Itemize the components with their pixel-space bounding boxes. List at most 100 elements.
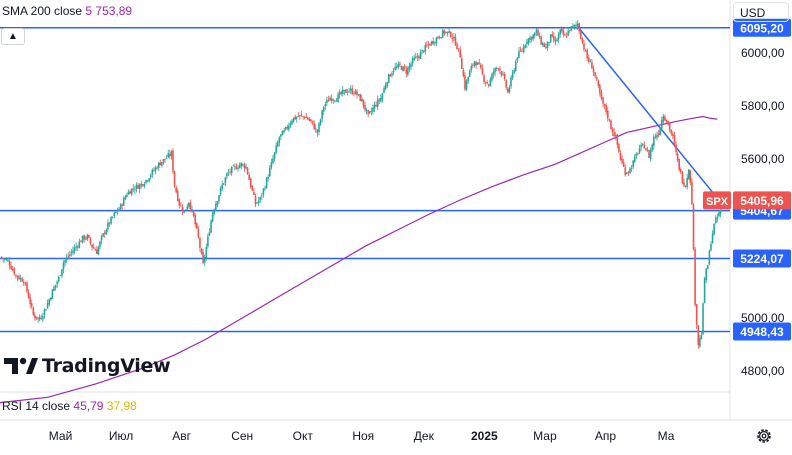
candle-body bbox=[156, 167, 158, 169]
candle-body bbox=[395, 66, 398, 68]
rsi-legend-value-1: 45,79 bbox=[73, 399, 104, 413]
y-tick-label: 5800,00 bbox=[741, 99, 785, 113]
candle-body bbox=[153, 170, 155, 172]
candle-body bbox=[465, 80, 468, 90]
candle-body bbox=[464, 75, 466, 90]
candle-body bbox=[124, 196, 127, 200]
candle-body bbox=[170, 151, 173, 157]
candle-body bbox=[708, 250, 711, 265]
candle-body bbox=[0, 256, 3, 258]
candle-body bbox=[154, 167, 157, 171]
candle-body bbox=[292, 117, 295, 122]
candle-body bbox=[403, 66, 406, 69]
candle-body bbox=[84, 238, 87, 240]
rsi-legend[interactable]: RSI 14 close 45,79 37,98 bbox=[2, 399, 137, 413]
candle-body bbox=[667, 121, 669, 125]
candle-body bbox=[637, 153, 639, 155]
candle-body bbox=[184, 209, 187, 211]
candle-body bbox=[599, 84, 601, 94]
candle-body bbox=[521, 50, 523, 52]
candle-body bbox=[359, 94, 362, 101]
sma-legend[interactable]: SMA 200 close 5 753,89 bbox=[2, 4, 132, 18]
candle-body bbox=[602, 97, 604, 104]
candlesticks bbox=[0, 20, 722, 349]
x-tick-label: Июл bbox=[109, 429, 133, 443]
candle-body bbox=[400, 66, 403, 71]
candle-body bbox=[551, 34, 554, 37]
candle-body bbox=[459, 49, 462, 58]
candle-body bbox=[662, 115, 665, 122]
candle-body bbox=[500, 71, 503, 76]
candle-body bbox=[622, 162, 625, 167]
candle-body bbox=[240, 162, 243, 167]
candle-body bbox=[42, 315, 44, 320]
candle-body bbox=[127, 191, 130, 195]
candle-body bbox=[194, 215, 196, 225]
candle-body bbox=[108, 222, 111, 224]
candle-body bbox=[575, 24, 577, 26]
candle-body bbox=[541, 43, 544, 46]
candle-body bbox=[54, 284, 57, 288]
candle-body bbox=[653, 136, 655, 146]
candle-body bbox=[576, 23, 579, 26]
price-tag-label: 6095,20 bbox=[740, 21, 784, 35]
candle-body bbox=[180, 205, 182, 207]
candle-body bbox=[205, 246, 208, 258]
y-tick-label: 5600,00 bbox=[741, 152, 785, 166]
horizontal-lines[interactable] bbox=[0, 27, 730, 333]
candle-body bbox=[211, 212, 214, 222]
tradingview-logo: TradingView bbox=[4, 355, 171, 377]
candle-body bbox=[370, 111, 373, 113]
rsi-legend-label: RSI 14 close bbox=[2, 399, 71, 413]
trendline[interactable] bbox=[577, 26, 723, 205]
candle-body bbox=[584, 50, 587, 52]
candle-body bbox=[695, 304, 698, 326]
candle-body bbox=[508, 87, 511, 93]
candle-body bbox=[440, 37, 442, 39]
candle-body bbox=[251, 186, 254, 191]
candle-body bbox=[7, 259, 9, 261]
gear-icon[interactable] bbox=[755, 427, 773, 445]
candle-body bbox=[281, 130, 284, 136]
candle-body bbox=[183, 210, 185, 213]
candle-body bbox=[116, 210, 119, 212]
candle-body bbox=[376, 99, 379, 107]
price-tag bbox=[733, 322, 791, 341]
candle-body bbox=[386, 82, 389, 86]
candle-body bbox=[221, 184, 223, 189]
candle-body bbox=[583, 43, 585, 50]
candle-body bbox=[699, 338, 701, 347]
candle-body bbox=[700, 335, 703, 339]
candle-body bbox=[529, 37, 531, 40]
candle-body bbox=[138, 184, 141, 190]
candle-body bbox=[289, 123, 292, 126]
candle-body bbox=[203, 256, 206, 263]
candle-body bbox=[597, 80, 600, 87]
candle-body bbox=[167, 153, 170, 158]
collapse-legend-button[interactable]: ▲ bbox=[1, 28, 25, 45]
candle-body bbox=[316, 129, 319, 133]
candle-body bbox=[162, 158, 165, 163]
candle-body bbox=[62, 262, 65, 270]
candle-body bbox=[407, 67, 409, 75]
symbol-tag bbox=[703, 191, 731, 210]
candle-body bbox=[229, 171, 231, 173]
candle-body bbox=[202, 252, 204, 263]
candle-body bbox=[99, 241, 101, 248]
candle-body bbox=[478, 62, 481, 64]
x-tick-label: Окт bbox=[293, 429, 314, 443]
candle-body bbox=[516, 57, 519, 61]
currency-selector[interactable]: USD bbox=[733, 2, 789, 22]
candle-body bbox=[648, 150, 650, 158]
candle-body bbox=[11, 268, 14, 271]
candle-body bbox=[422, 50, 425, 52]
candle-body bbox=[346, 92, 349, 93]
candle-body bbox=[470, 66, 473, 70]
candle-body bbox=[137, 185, 139, 189]
candle-body bbox=[305, 117, 308, 118]
candle-body bbox=[283, 130, 285, 133]
candle-body bbox=[438, 37, 441, 38]
candle-body bbox=[483, 75, 485, 82]
candle-body bbox=[129, 191, 131, 194]
